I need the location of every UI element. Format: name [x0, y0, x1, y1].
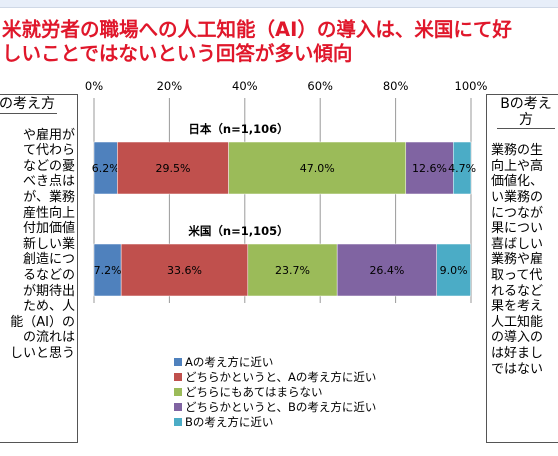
left-box-body: や雇用が て代わら などの憂 べき点は が、業務 産性向上 付加価値 新しい業 … — [9, 127, 75, 361]
bar-segment — [336, 243, 437, 297]
data-label: 29.5% — [156, 162, 191, 175]
x-tick-label: 100% — [455, 79, 488, 93]
bar-segment — [117, 141, 229, 195]
x-tick-label: 80% — [383, 79, 409, 93]
bar-segment — [436, 243, 471, 297]
bar-segment — [405, 141, 454, 195]
data-label: 9.0% — [440, 264, 468, 277]
legend-swatch — [174, 358, 182, 366]
x-tick-label: 40% — [232, 79, 258, 93]
bar-segment — [228, 141, 407, 195]
legend-swatch — [174, 388, 182, 396]
headline-line2: しいことではないという回答が多い傾向 — [2, 42, 353, 65]
right-box-title: Bの考え方 — [497, 96, 555, 130]
x-tick-label: 20% — [157, 79, 183, 93]
data-label: 12.6% — [412, 162, 447, 175]
left-box-title: の考え方 — [0, 96, 57, 114]
right-opinion-box: Bの考え方 業務の生 向上や高 価値化、 い業務の につなが 果につい 喜ばしい… — [486, 94, 558, 443]
data-label: 47.0% — [300, 162, 335, 175]
legend-entry: Bの考え方に近い — [185, 415, 273, 429]
bar-segment — [93, 243, 122, 297]
legend-entry: どちらかというと、Bの考え方に近い — [185, 400, 376, 414]
legend-swatch — [174, 418, 182, 426]
bar-segment — [453, 141, 472, 195]
right-box-body: 業務の生 向上や高 価値化、 い業務の につなが 果につい 喜ばしい 業務や雇 … — [491, 143, 544, 377]
x-tick-label: 60% — [307, 79, 333, 93]
bar-segment — [247, 243, 338, 297]
headline: 米就労者の職場への人工知能（AI）の導入は、米国にて好 しいことではないという回… — [2, 18, 558, 66]
headline-line1: 米就労者の職場への人工知能（AI）の導入は、米国にて好 — [2, 18, 512, 41]
legend-swatch — [174, 373, 182, 381]
x-tick-label: 0% — [85, 79, 103, 93]
category-label: 日本（n=1,106） — [188, 122, 288, 136]
data-label: 4.7% — [448, 162, 476, 175]
data-label: 33.6% — [167, 264, 202, 277]
data-label: 23.7% — [275, 264, 310, 277]
legend-entry: どちらかというと、Aの考え方に近い — [185, 370, 376, 384]
data-label: 26.4% — [369, 264, 404, 277]
left-opinion-box: の考え方 や雇用が て代わら などの憂 べき点は が、業務 産性向上 付加価値 … — [0, 94, 78, 443]
legend-entry: どちらにもあてはまらない — [185, 385, 323, 399]
data-label: 7.2% — [94, 264, 122, 277]
category-label: 米国（n=1,105） — [187, 224, 288, 238]
legend-entry: Aの考え方に近い — [185, 355, 273, 369]
top-strip — [0, 0, 558, 8]
legend-swatch — [174, 403, 182, 411]
data-label: 6.2% — [92, 162, 120, 175]
